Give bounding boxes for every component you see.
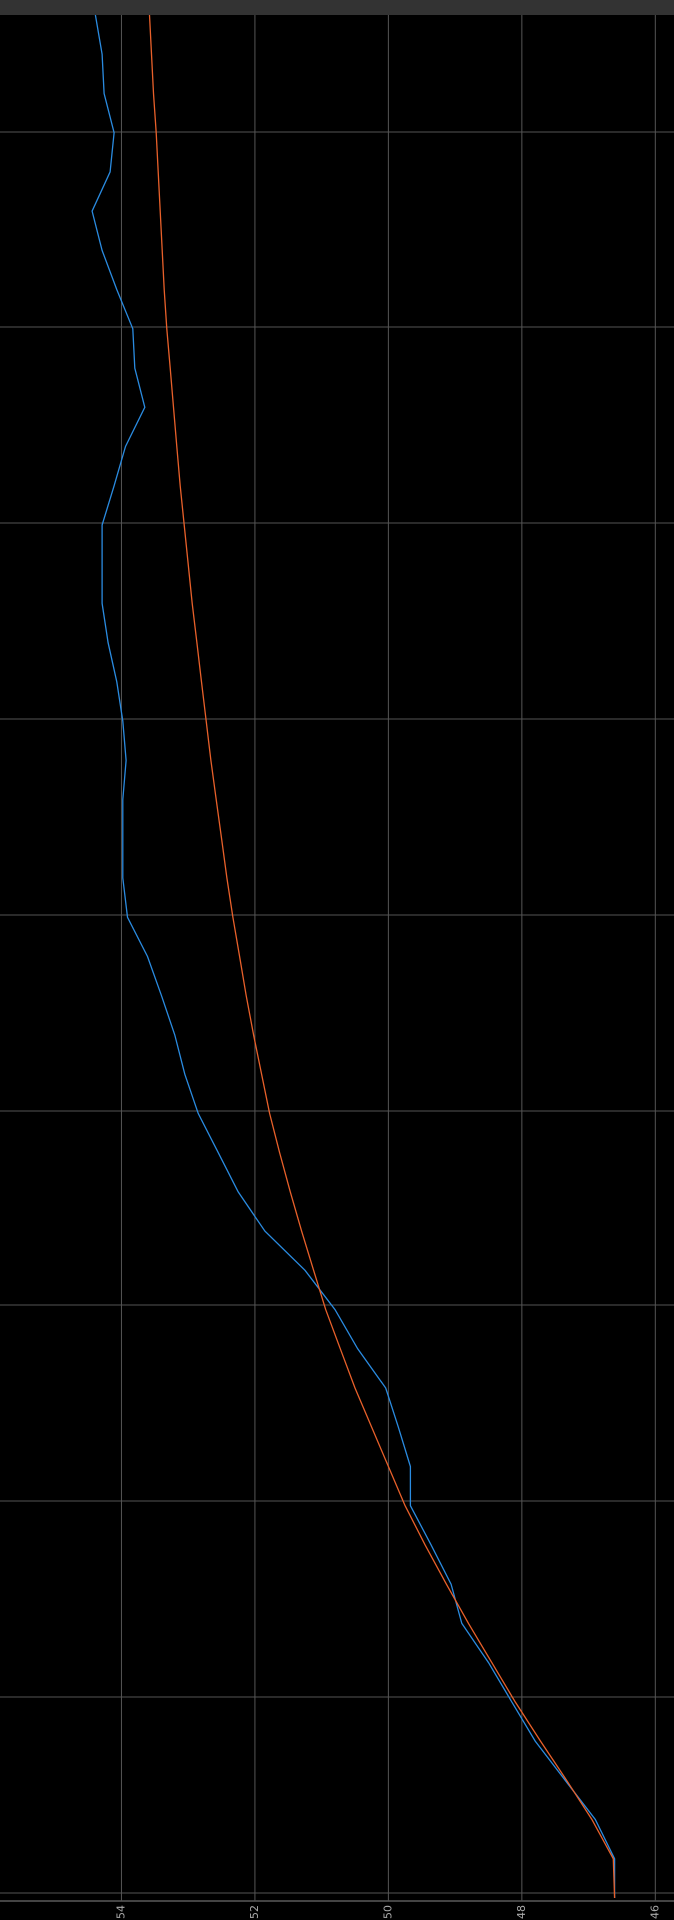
series-line: [148, 14, 616, 1899]
x-tick-label: 50: [381, 1905, 394, 1919]
header-bar: [0, 0, 674, 15]
x-tick-label: 46: [648, 1905, 661, 1919]
series-line: [91, 14, 616, 1898]
x-tick-label: 54: [114, 1905, 127, 1919]
row-grid: [0, 131, 674, 1902]
x-tick-label: 48: [515, 1905, 528, 1919]
x-tick-label: 52: [248, 1905, 261, 1919]
